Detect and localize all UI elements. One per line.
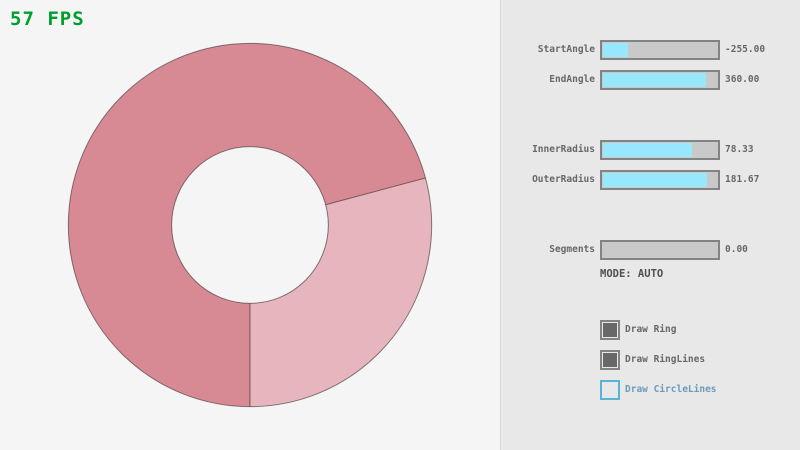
slider-value-innerradius: 78.33: [725, 144, 754, 155]
slider-value-segments: 0.00: [725, 244, 748, 255]
slider-segments[interactable]: [600, 240, 720, 260]
checkmark: [603, 353, 617, 367]
segments-mode-label: MODE: AUTO: [600, 268, 664, 280]
slider-label-outerradius: OuterRadius: [532, 174, 595, 185]
checkbox-draw-ring[interactable]: [600, 320, 620, 340]
slider-innerradius[interactable]: [600, 140, 720, 160]
ring-drawing: [67, 42, 433, 408]
slider-label-segments: Segments: [549, 244, 595, 255]
slider-label-innerradius: InnerRadius: [532, 144, 595, 155]
slider-label-startangle: StartAngle: [537, 44, 595, 55]
ring-outer-line: [67, 42, 433, 408]
slider-value-startangle: -255.00: [725, 44, 766, 55]
slider-value-outerradius: 181.67: [725, 174, 760, 185]
slider-value-endangle: 360.00: [725, 74, 760, 85]
ring-inner-line: [171, 146, 329, 304]
ring-single-region: [250, 177, 432, 407]
fps-counter: 57 FPS: [10, 8, 85, 30]
slider-endangle[interactable]: [600, 70, 720, 90]
checkbox-draw-ringlines[interactable]: [600, 350, 620, 370]
checkbox-draw-circlelines[interactable]: [600, 380, 620, 400]
slider-outerradius[interactable]: [600, 170, 720, 190]
checkbox-label-draw-circlelines[interactable]: Draw CircleLines: [625, 384, 717, 395]
checkbox-label-draw-ring[interactable]: Draw Ring: [625, 324, 677, 335]
slider-startangle[interactable]: [600, 40, 720, 60]
slider-fill: [603, 73, 706, 87]
checkbox-label-draw-ringlines[interactable]: Draw RingLines: [625, 354, 706, 365]
ring-radial-line-start: [325, 177, 426, 206]
slider-fill: [603, 173, 707, 187]
slider-label-endangle: EndAngle: [549, 74, 595, 85]
slider-fill: [603, 43, 628, 57]
slider-fill: [603, 143, 692, 157]
checkmark: [603, 323, 617, 337]
